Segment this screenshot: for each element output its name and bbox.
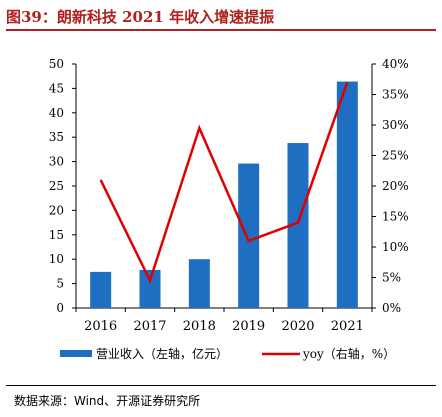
left-axis-tick-label: 5 xyxy=(56,277,64,291)
left-axis-tick-label: 20 xyxy=(49,203,64,217)
right-axis-tick-label: 30% xyxy=(382,118,409,132)
right-axis-tick-label: 40% xyxy=(382,57,409,71)
revenue-bar xyxy=(90,271,112,308)
right-axis-tick-label: 0% xyxy=(382,301,401,315)
x-axis-tick-label: 2019 xyxy=(232,319,265,334)
legend-bar-label: 营业收入（左轴，亿元） xyxy=(96,346,228,361)
left-axis-tick-label: 15 xyxy=(49,228,64,242)
right-axis-tick-label: 10% xyxy=(382,240,409,254)
right-axis-tick-label: 35% xyxy=(382,88,409,102)
left-axis-tick-label: 25 xyxy=(49,179,64,193)
right-axis-tick-label: 25% xyxy=(382,149,409,163)
x-axis-tick-label: 2016 xyxy=(84,319,117,334)
revenue-bar xyxy=(188,259,210,308)
revenue-bar xyxy=(287,143,309,308)
x-axis-tick-label: 2018 xyxy=(183,319,216,334)
left-axis-tick-label: 50 xyxy=(49,57,64,71)
yoy-line xyxy=(99,81,349,284)
right-axis-tick-label: 5% xyxy=(382,271,401,285)
source-divider xyxy=(6,385,436,386)
x-axis-tick-label: 2017 xyxy=(133,319,166,334)
revenue-bar xyxy=(336,81,358,309)
x-axis-tick-label: 2021 xyxy=(331,319,364,334)
legend-line-label: yoy（右轴，%） xyxy=(302,346,395,361)
chart-legend: 营业收入（左轴，亿元） yoy（右轴，%） xyxy=(60,346,395,361)
revenue-bar xyxy=(139,269,161,308)
figure-title: 图39：朗新科技 2021 年收入增速提振 xyxy=(6,8,275,26)
left-axis-tick-label: 45 xyxy=(49,81,64,95)
left-axis-tick-label: 40 xyxy=(49,106,64,120)
left-axis-tick-label: 35 xyxy=(49,130,64,144)
left-axis-tick-label: 30 xyxy=(49,155,64,169)
x-axis-tick-label: 2020 xyxy=(281,319,314,334)
left-axis-tick-label: 0 xyxy=(56,301,64,315)
source-note: 数据来源：Wind、开源证券研究所 xyxy=(14,394,201,408)
revenue-bar xyxy=(238,163,260,308)
legend-bar-swatch xyxy=(60,350,92,357)
right-axis-tick-label: 15% xyxy=(382,210,409,224)
title-divider xyxy=(6,29,436,31)
left-axis-tick-label: 10 xyxy=(49,252,64,266)
right-axis-tick-label: 20% xyxy=(382,179,409,193)
